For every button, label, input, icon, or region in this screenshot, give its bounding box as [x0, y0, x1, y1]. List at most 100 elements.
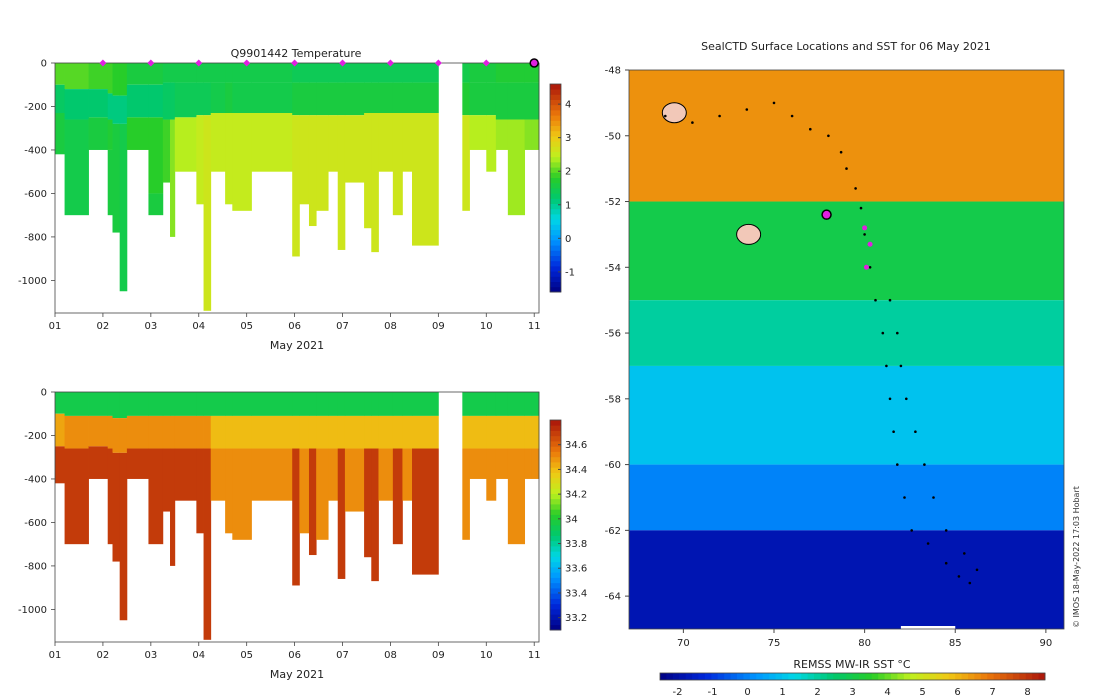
profile-cell	[55, 413, 65, 447]
colorbar-swatch	[550, 255, 561, 262]
profile-cell	[196, 82, 204, 116]
colorbar-swatch	[550, 188, 561, 194]
sst-colorbar-swatch	[749, 673, 757, 680]
map-scale-bar	[900, 626, 956, 629]
profile-cell	[308, 63, 317, 83]
y-tick-label: -800	[24, 232, 47, 243]
profile-cell	[107, 93, 113, 120]
sst-map-y-ticks: -48 -50 -52 -54 -56 -58 -60 -62 -64	[605, 66, 629, 603]
x-tick-label: 01	[49, 321, 62, 332]
colorbar-swatch	[550, 182, 561, 189]
colorbar-swatch	[550, 477, 561, 484]
sst-colorbar-swatch	[660, 673, 667, 680]
profile-cell	[126, 448, 149, 479]
salinity-axes-frame	[54, 391, 540, 643]
profile-cell	[203, 115, 212, 311]
sst-zone	[629, 300, 1064, 366]
sst-colorbar-swatch	[935, 673, 943, 680]
profile-cell	[292, 392, 300, 416]
sst-colorbar-swatch	[820, 673, 828, 680]
track-point	[903, 496, 906, 499]
sst-zone	[629, 70, 1064, 202]
profile-marker	[339, 59, 347, 67]
colorbar-swatch	[550, 483, 561, 489]
colorbar-swatch	[550, 276, 561, 282]
profile-cell	[308, 82, 317, 116]
profile-cell	[299, 115, 310, 205]
profile-cell	[196, 115, 204, 205]
profile-cell	[328, 82, 339, 116]
profile-cell	[119, 392, 128, 419]
colorbar-swatch	[550, 567, 561, 573]
profile-cell	[371, 113, 379, 253]
y-tick-label: -800	[24, 561, 47, 572]
profile-cell	[196, 448, 204, 534]
sst-colorbar-swatch	[704, 673, 712, 680]
profile-cell	[148, 448, 164, 545]
profile-cell	[316, 63, 329, 83]
profile-cell	[107, 119, 113, 150]
x-tick-label: 04	[192, 650, 205, 661]
sst-colorbar-swatch	[724, 673, 731, 680]
island-shape	[736, 223, 762, 245]
salinity-colorbar: 33.2 33.4 33.6 33.8 34 34.2 34.4 34.6	[549, 419, 587, 631]
colorbar-swatch	[550, 614, 561, 620]
track-point	[896, 331, 899, 335]
colorbar-swatch	[550, 525, 561, 531]
profile-cell	[364, 415, 372, 449]
profile-cell	[412, 448, 439, 575]
track-point	[957, 575, 961, 578]
track-point	[874, 298, 877, 302]
sst-map-axes-frame	[628, 69, 1065, 630]
profile-cell	[462, 415, 470, 449]
profile-cell	[162, 119, 171, 183]
profile-cell	[344, 82, 365, 116]
colorbar-swatch	[550, 125, 561, 132]
colorbar-swatch	[550, 514, 561, 521]
sst-colorbar-swatch	[698, 673, 706, 680]
profile-cell	[337, 392, 346, 416]
colorbar-tick-label: 2	[565, 167, 571, 178]
colorbar-tick-label: 3	[565, 133, 571, 144]
latest-profile-marker	[529, 58, 539, 68]
colorbar-swatch	[550, 141, 561, 147]
colorbar-swatch	[550, 462, 561, 468]
profile-cell	[232, 82, 252, 113]
sst-colorbar-swatch	[788, 673, 796, 680]
profile-cell	[412, 63, 439, 83]
x-tick-label: 11	[528, 321, 541, 332]
track-point	[839, 150, 843, 154]
profile-cell	[364, 82, 372, 113]
profile-cell	[119, 123, 128, 292]
sst-colorbar-swatch	[846, 673, 853, 680]
profile-cell	[210, 63, 226, 83]
profile-cell	[162, 82, 171, 120]
sst-colorbar-swatch	[974, 673, 982, 680]
profile-cell	[378, 82, 394, 113]
sst-colorbar-swatch	[942, 673, 950, 680]
profile-cell	[344, 415, 365, 449]
sst-zone	[629, 365, 1064, 465]
profile-cell	[524, 448, 533, 479]
x-tick-label: 05	[240, 650, 253, 661]
colorbar-swatch	[550, 177, 561, 184]
sst-zone	[629, 530, 1064, 629]
salinity-plot: 0-200-400-600-800-1000 01 02 03 04 05 06 07 08 0…	[18, 388, 587, 682]
sst-colorbar-swatch	[897, 673, 905, 680]
lat-tick-label: -64	[605, 592, 621, 603]
x-tick-label: 01	[49, 650, 62, 661]
profile-cell	[507, 415, 526, 449]
profile-cell	[88, 415, 109, 447]
profile-cell	[112, 452, 121, 562]
profile-cell	[203, 415, 212, 449]
sst-colorbar-swatch	[884, 673, 892, 680]
profile-cell	[378, 448, 394, 501]
colorbar-swatch	[550, 99, 561, 106]
profile-cell	[486, 392, 497, 416]
profile-cell	[88, 392, 109, 416]
colorbar-swatch	[550, 162, 561, 168]
sst-colorbar-swatch	[903, 673, 911, 680]
profile-cell	[469, 448, 487, 479]
colorbar-swatch	[550, 504, 561, 510]
x-tick-label: 09	[432, 321, 445, 332]
